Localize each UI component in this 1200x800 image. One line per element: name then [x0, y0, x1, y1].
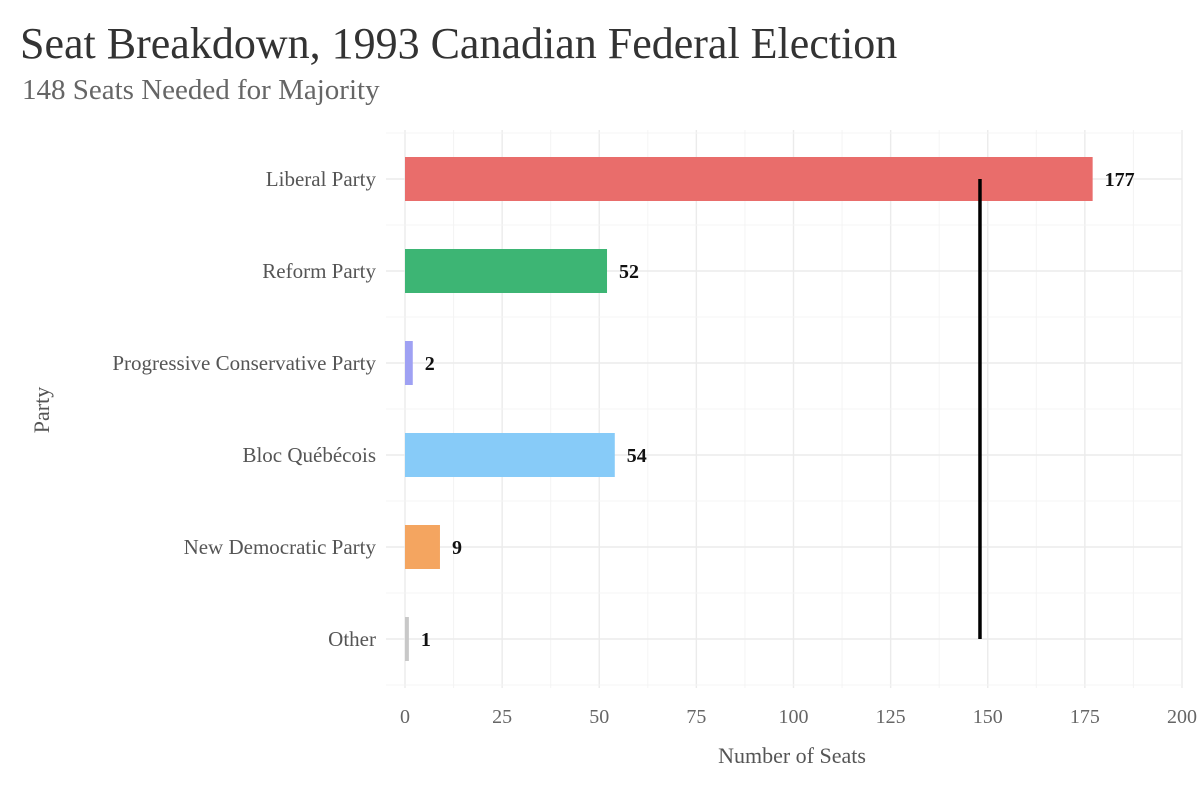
- bar-series: [405, 157, 1093, 661]
- bar: [405, 525, 440, 569]
- grid-lines: [386, 130, 1183, 688]
- data-label: 52: [619, 261, 639, 283]
- data-label: 2: [425, 353, 435, 375]
- x-tick-label: 200: [1167, 706, 1197, 728]
- bar: [405, 341, 413, 385]
- labels: 177 Liberal Party 52 Reform Party 2 Progressi…: [112, 167, 1197, 728]
- category-label: Progressive Conservative Party: [112, 351, 376, 375]
- x-tick-label: 125: [876, 706, 906, 728]
- bar: [405, 249, 608, 293]
- x-tick-label: 100: [779, 706, 809, 728]
- category-label: Reform Party: [262, 259, 376, 283]
- x-tick-label: 0: [400, 706, 410, 728]
- data-label: 54: [627, 445, 647, 467]
- category-label: Bloc Québécois: [242, 443, 376, 467]
- data-label: 9: [452, 537, 462, 559]
- bar: [405, 157, 1093, 201]
- chart-subtitle: 148 Seats Needed for Majority: [22, 74, 380, 106]
- bar: [405, 617, 409, 661]
- category-label: Liberal Party: [266, 167, 377, 191]
- x-tick-label: 75: [686, 706, 706, 728]
- data-label: 177: [1105, 169, 1135, 191]
- x-axis-title: Number of Seats: [718, 743, 866, 768]
- x-tick-label: 150: [973, 706, 1003, 728]
- x-tick-label: 25: [492, 706, 512, 728]
- category-label: New Democratic Party: [184, 535, 377, 559]
- data-label: 1: [421, 629, 431, 651]
- x-tick-label: 50: [589, 706, 609, 728]
- x-tick-label: 175: [1070, 706, 1100, 728]
- bar: [405, 433, 615, 477]
- chart-title: Seat Breakdown, 1993 Canadian Federal El…: [20, 19, 898, 68]
- category-label: Other: [328, 627, 376, 651]
- y-axis-title: Party: [29, 387, 54, 433]
